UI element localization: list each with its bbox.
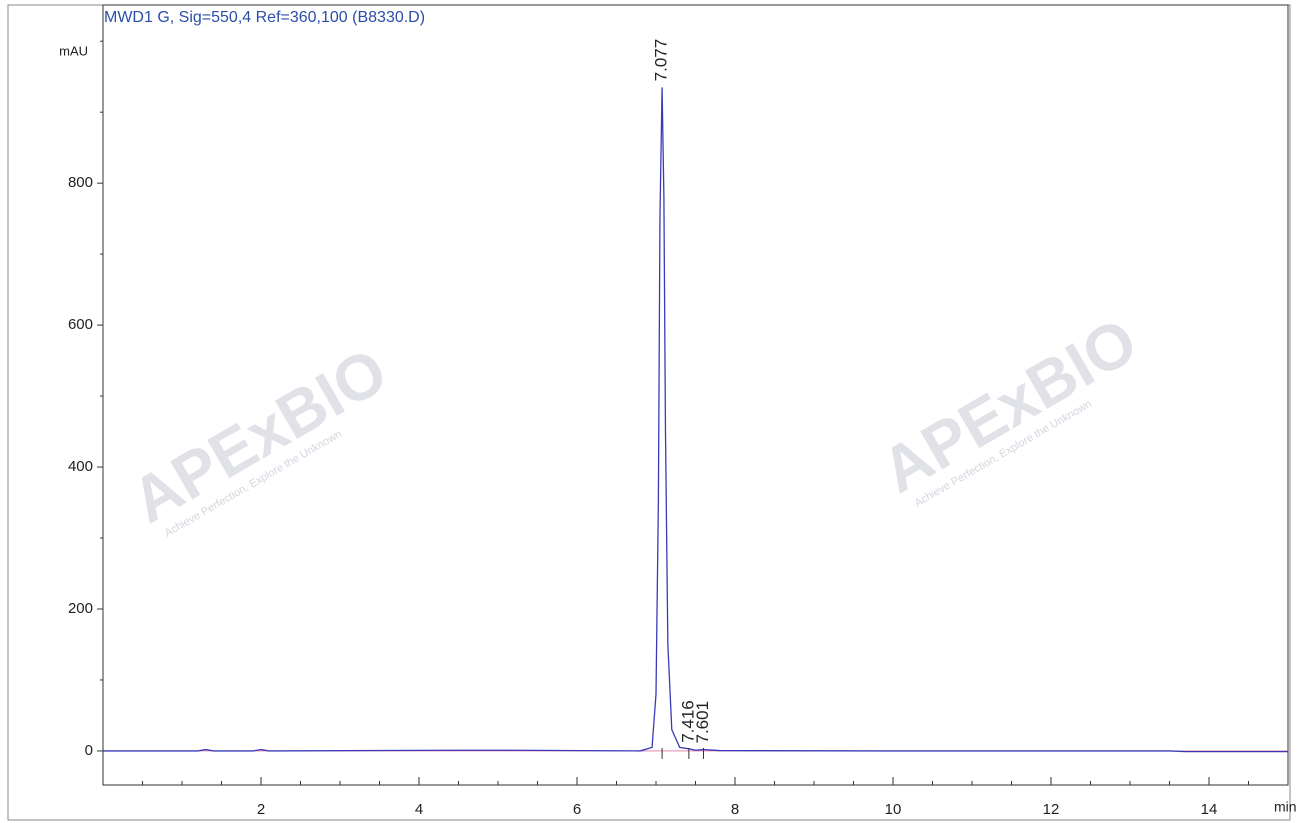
y-axis-label: mAU: [59, 43, 88, 58]
y-tick-label: 800: [68, 174, 93, 191]
x-tick-label: 6: [573, 801, 581, 818]
y-tick-label: 0: [85, 742, 93, 759]
x-tick-label: 14: [1201, 801, 1218, 818]
watermark: APExBIO Achieve Perfection, Explore the …: [119, 334, 398, 540]
watermark: APExBIO Achieve Perfection, Explore the …: [869, 304, 1148, 510]
frame: [7, 4, 1291, 821]
x-tick-label: 8: [731, 801, 739, 818]
peak-label: 7.416: [678, 700, 697, 743]
x-axis-label: min: [1274, 799, 1297, 815]
x-tick-label: 12: [1043, 801, 1060, 818]
x-tick-label: 2: [257, 801, 265, 818]
chart-title: MWD1 G, Sig=550,4 Ref=360,100 (B8330.D): [104, 9, 425, 26]
watermark-brand: APExBIO: [869, 304, 1148, 507]
y-tick-label: 400: [68, 458, 93, 475]
y-tick-label: 600: [68, 316, 93, 333]
x-tick-label: 4: [415, 801, 423, 818]
y-tick-label: 200: [68, 600, 93, 617]
x-tick-label: 10: [885, 801, 902, 818]
peak-label: 7.077: [652, 39, 671, 82]
peak-label: 7.601: [693, 701, 712, 744]
watermarks: APExBIO Achieve Perfection, Explore the …: [119, 304, 1148, 540]
watermark-brand: APExBIO: [119, 334, 398, 537]
signal-line: [103, 87, 1288, 753]
